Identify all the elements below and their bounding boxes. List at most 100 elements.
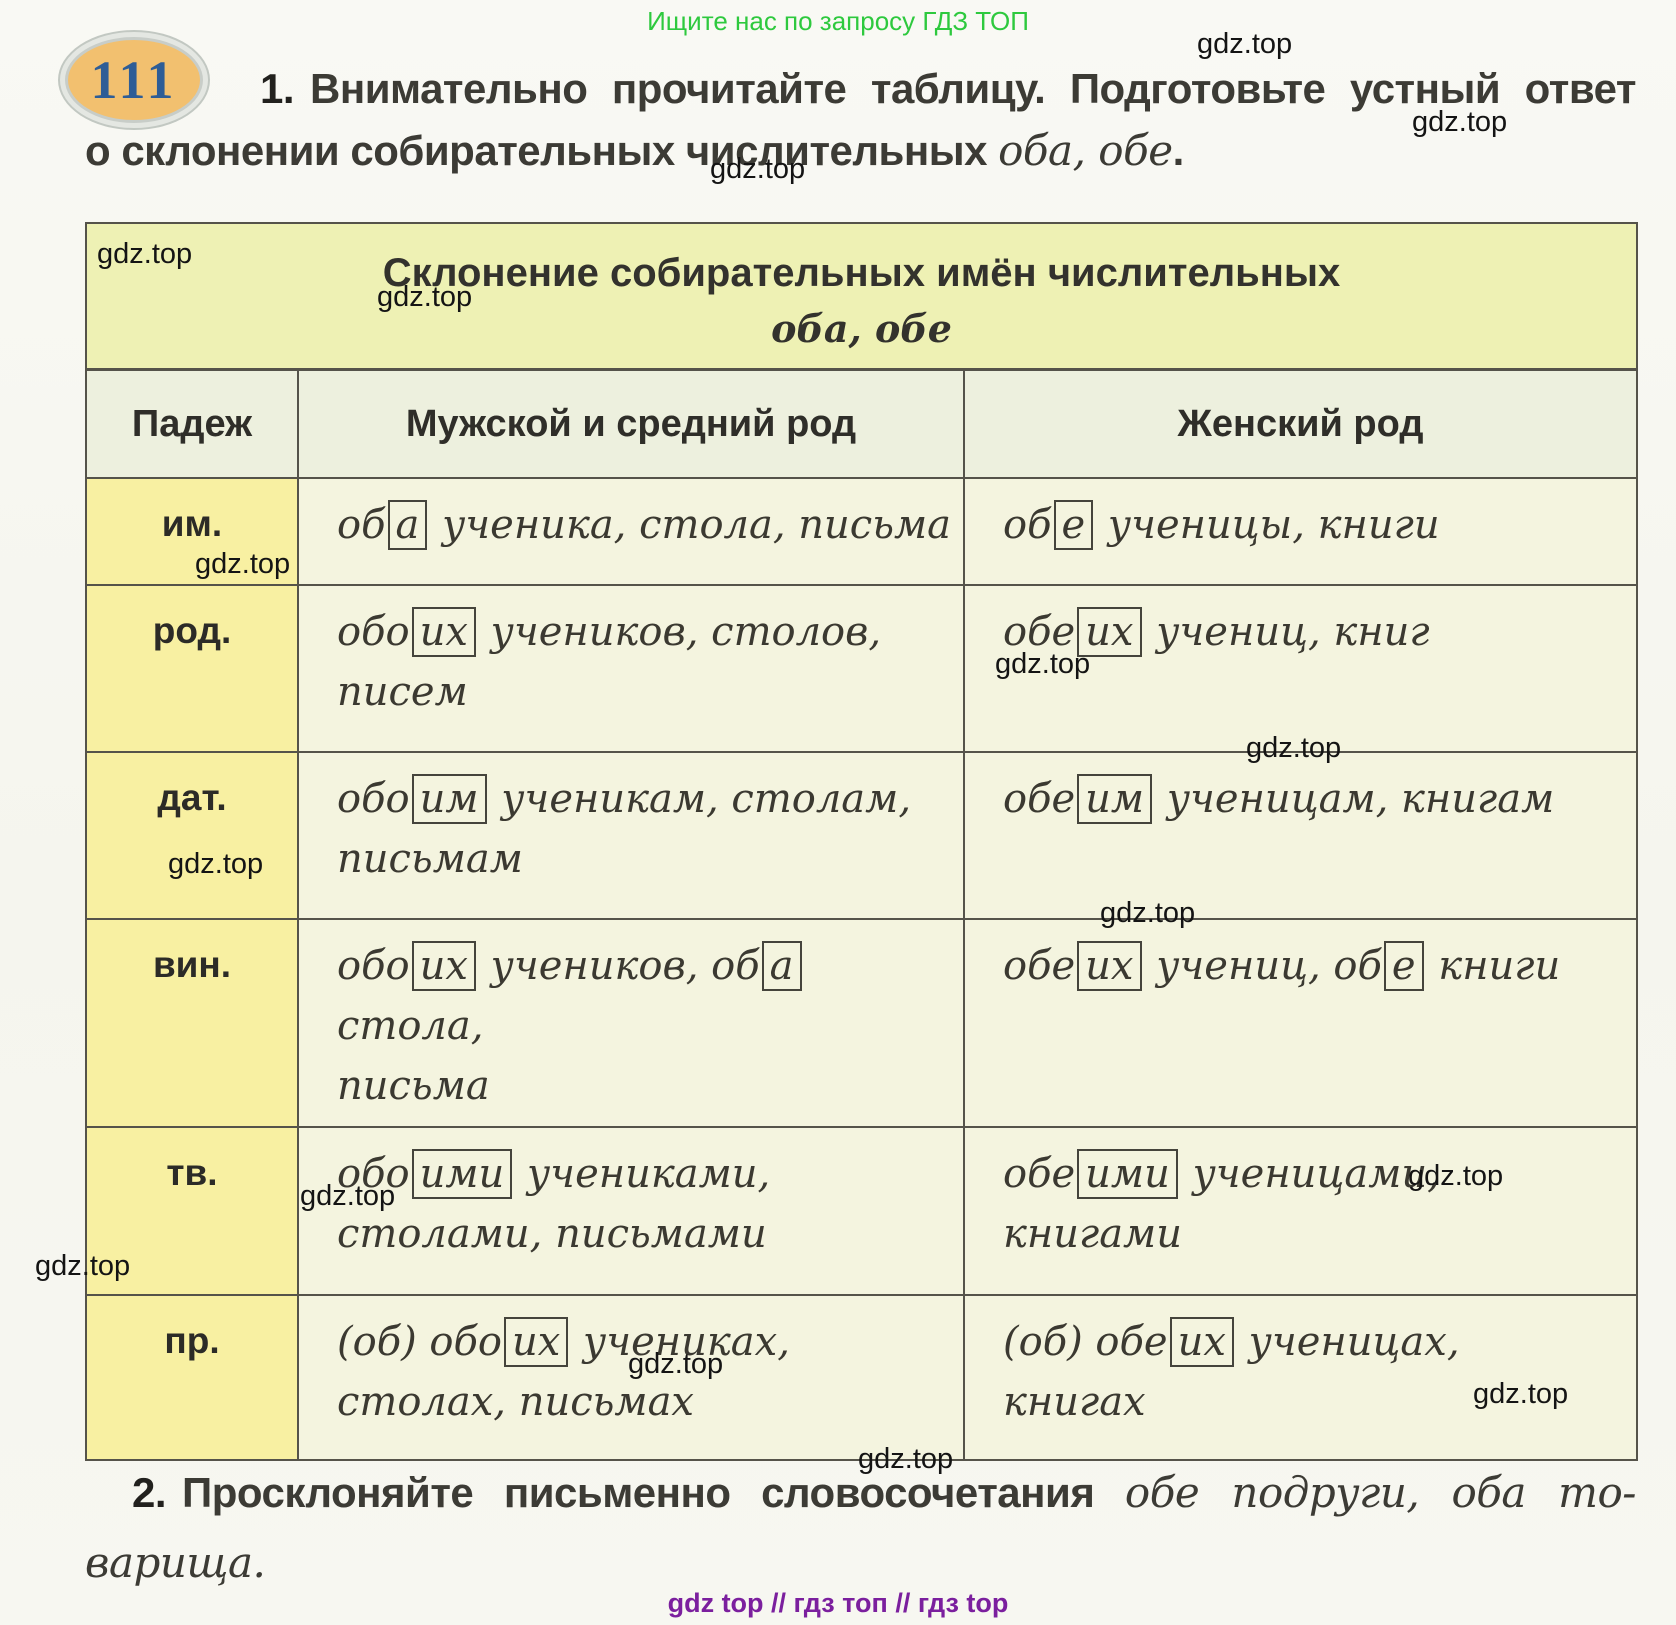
- boxed-ending: ими: [1077, 1149, 1178, 1199]
- text: обе: [1003, 1151, 1076, 1197]
- text: об: [1333, 943, 1382, 989]
- table-row-тв: тв. обо ими учениками, столами, письмами обе…: [85, 1126, 1639, 1296]
- watermark: gdz.top: [628, 1348, 724, 1380]
- text: ученицам, книгам: [1154, 776, 1555, 822]
- watermark: gdz.top: [1473, 1378, 1569, 1410]
- boxed-ending: их: [1169, 1317, 1234, 1367]
- text: об: [711, 943, 760, 989]
- watermark: gdz.top: [710, 153, 806, 185]
- case-label: тв.: [85, 1126, 299, 1296]
- cell-masculine-neuter: обо их учеников, столов, писем: [297, 584, 965, 753]
- text: ученицами,: [1179, 1151, 1440, 1197]
- watermark: gdz.top: [1412, 106, 1508, 138]
- text: стола,: [337, 1003, 484, 1049]
- italic-text: варища.: [85, 1538, 266, 1587]
- text: письмам: [337, 836, 523, 882]
- case-label: вин.: [85, 918, 299, 1128]
- watermark: gdz.top: [995, 648, 1091, 680]
- column-header-case: Падеж: [85, 368, 299, 479]
- watermark: gdz.top: [858, 1443, 954, 1475]
- boxed-ending: а: [761, 941, 802, 991]
- text: учениц, книг: [1143, 609, 1430, 655]
- watermark: gdz.top: [35, 1250, 131, 1282]
- watermark: gdz.top: [1197, 28, 1293, 60]
- table-row-им: им. об а ученика, стола, письма об е ученицы…: [85, 477, 1639, 586]
- case-label: род.: [85, 584, 299, 753]
- task-1-line-2: о склонении собирательных числительных о…: [85, 124, 1636, 178]
- watermark: gdz.top: [377, 281, 473, 313]
- table-title: Склонение собирательных имён числительны…: [382, 251, 1341, 295]
- top-banner: Ищите нас по запросу ГДЗ ТОП: [647, 6, 1029, 36]
- boxed-ending: их: [411, 941, 476, 991]
- text: учениц,: [1143, 943, 1334, 989]
- text: о склонении собирательных числительных: [85, 127, 999, 174]
- italic-text: оба, обе: [998, 126, 1173, 175]
- boxed-ending: е: [1053, 500, 1094, 550]
- boxed-ending: их: [1077, 941, 1142, 991]
- cell-masculine-neuter: об а ученика, стола, письма: [297, 477, 965, 586]
- cell-feminine: (об) обе их ученицах, книгах: [962, 1294, 1639, 1461]
- task-1-line-1: 1. Внимательно прочитайте таблицу. Подгот…: [85, 62, 1636, 116]
- exercise-number-badge: 111: [68, 40, 200, 120]
- text: обо: [337, 1151, 410, 1197]
- task-1: 1. Внимательно прочитайте таблицу. Подгот…: [85, 62, 1636, 186]
- text: ученика, стола, письма: [429, 502, 951, 548]
- task-number: 1.: [260, 65, 295, 112]
- declension-table: Склонение собирательных имён числительны…: [84, 222, 1639, 1461]
- cell-feminine: обе их учениц, об е книги: [962, 918, 1639, 1128]
- table-row-дат: дат. обо им ученикам, столам, письмам обе им …: [85, 751, 1639, 920]
- text: Просклоняйте письменно словосочетания: [182, 1469, 1125, 1516]
- boxed-ending: их: [504, 1317, 569, 1367]
- text: об: [337, 502, 386, 548]
- cell-feminine: обе их учениц, книг: [962, 584, 1639, 753]
- table-title-row: Склонение собирательных имён числительны…: [84, 222, 1639, 371]
- cell-feminine: обе им ученицам, книгам: [962, 751, 1639, 920]
- boxed-ending: им: [1077, 774, 1153, 824]
- text: Внимательно прочитайте таблицу. Подготов…: [310, 65, 1636, 112]
- task-2-line-2: варища.: [85, 1532, 1636, 1594]
- text: писем: [337, 669, 468, 715]
- exercise-number: 111: [90, 50, 178, 110]
- watermark: gdz.top: [1246, 732, 1342, 764]
- text: ученицы, книги: [1095, 502, 1440, 548]
- table-row-род: род. обо их учеников, столов, писем обе их уч…: [85, 584, 1639, 753]
- boxed-ending: им: [411, 774, 487, 824]
- boxed-ending: ими: [411, 1149, 513, 1199]
- text: обо: [337, 776, 410, 822]
- task-number: 2.: [132, 1469, 167, 1516]
- cell-masculine-neuter: обо их учеников, об а стола, письма: [297, 918, 965, 1128]
- boxed-ending: их: [1077, 607, 1142, 657]
- table-header-row: Падеж Мужской и средний род Женский род: [85, 368, 1639, 479]
- table-subtitle: оба, обе: [771, 306, 952, 351]
- boxed-ending: а: [387, 500, 428, 550]
- text: обе: [1003, 943, 1076, 989]
- column-header-masculine-neuter: Мужской и средний род: [297, 368, 965, 479]
- watermark: gdz.top: [97, 238, 193, 270]
- cell-feminine: обе ими ученицами, книгами: [962, 1126, 1639, 1296]
- text: обо: [337, 609, 410, 655]
- text: учениками,: [514, 1151, 771, 1197]
- text: обе: [1003, 609, 1076, 655]
- watermark: gdz.top: [195, 548, 291, 580]
- watermark: gdz.top: [1408, 1160, 1504, 1192]
- text: ученицах,: [1235, 1319, 1460, 1365]
- watermark: gdz.top: [300, 1180, 396, 1212]
- cell-masculine-neuter: (об) обо их учениках, столах, письмах: [297, 1294, 965, 1461]
- text: книги: [1425, 943, 1561, 989]
- text: обе: [1003, 776, 1076, 822]
- watermark: gdz.top: [1100, 897, 1196, 929]
- text: столами, письмами: [337, 1211, 767, 1257]
- text: .: [1172, 127, 1185, 174]
- text: (об) обо: [337, 1319, 502, 1365]
- cell-masculine-neuter: обо им ученикам, столам, письмам: [297, 751, 965, 920]
- text: обо: [337, 943, 410, 989]
- table-row-вин: вин. обо их учеников, об а стола, письма обе и…: [85, 918, 1639, 1128]
- column-header-feminine: Женский род: [962, 368, 1639, 479]
- case-label: дат.: [85, 751, 299, 920]
- task-2-line-1: 2. Просклоняйте письменно словосочетания …: [85, 1462, 1637, 1524]
- text: книгах: [1003, 1379, 1146, 1425]
- task-2: 2. Просклоняйте письменно словосочетания …: [85, 1462, 1637, 1602]
- text: учеников, столов,: [477, 609, 882, 655]
- boxed-ending: е: [1383, 941, 1424, 991]
